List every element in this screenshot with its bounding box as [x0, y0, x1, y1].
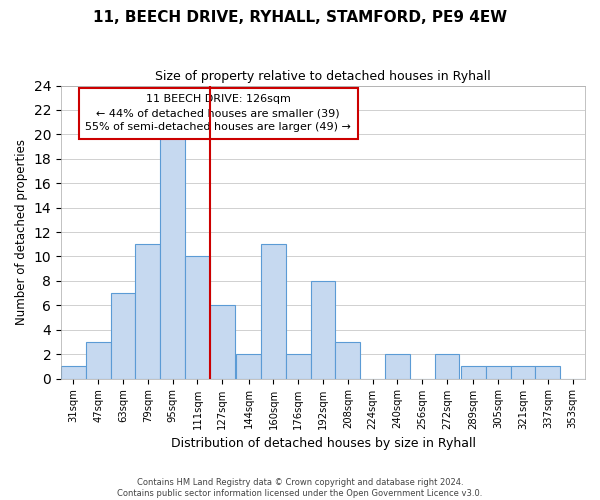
Title: Size of property relative to detached houses in Ryhall: Size of property relative to detached ho… — [155, 70, 491, 83]
Bar — [185, 256, 210, 378]
Bar — [511, 366, 535, 378]
Bar — [486, 366, 511, 378]
Text: 11, BEECH DRIVE, RYHALL, STAMFORD, PE9 4EW: 11, BEECH DRIVE, RYHALL, STAMFORD, PE9 4… — [93, 10, 507, 25]
Text: 11 BEECH DRIVE: 126sqm
← 44% of detached houses are smaller (39)
55% of semi-det: 11 BEECH DRIVE: 126sqm ← 44% of detached… — [85, 94, 351, 132]
Bar — [136, 244, 160, 378]
Y-axis label: Number of detached properties: Number of detached properties — [15, 139, 28, 325]
Bar — [160, 134, 185, 378]
Bar — [210, 306, 235, 378]
Bar — [311, 281, 335, 378]
Bar — [385, 354, 410, 378]
Bar — [461, 366, 486, 378]
Bar — [434, 354, 460, 378]
X-axis label: Distribution of detached houses by size in Ryhall: Distribution of detached houses by size … — [170, 437, 476, 450]
Text: Contains HM Land Registry data © Crown copyright and database right 2024.
Contai: Contains HM Land Registry data © Crown c… — [118, 478, 482, 498]
Bar — [335, 342, 360, 378]
Bar — [261, 244, 286, 378]
Bar — [86, 342, 110, 378]
Bar — [110, 293, 136, 378]
Bar — [535, 366, 560, 378]
Bar — [286, 354, 311, 378]
Bar — [61, 366, 86, 378]
Bar — [236, 354, 261, 378]
